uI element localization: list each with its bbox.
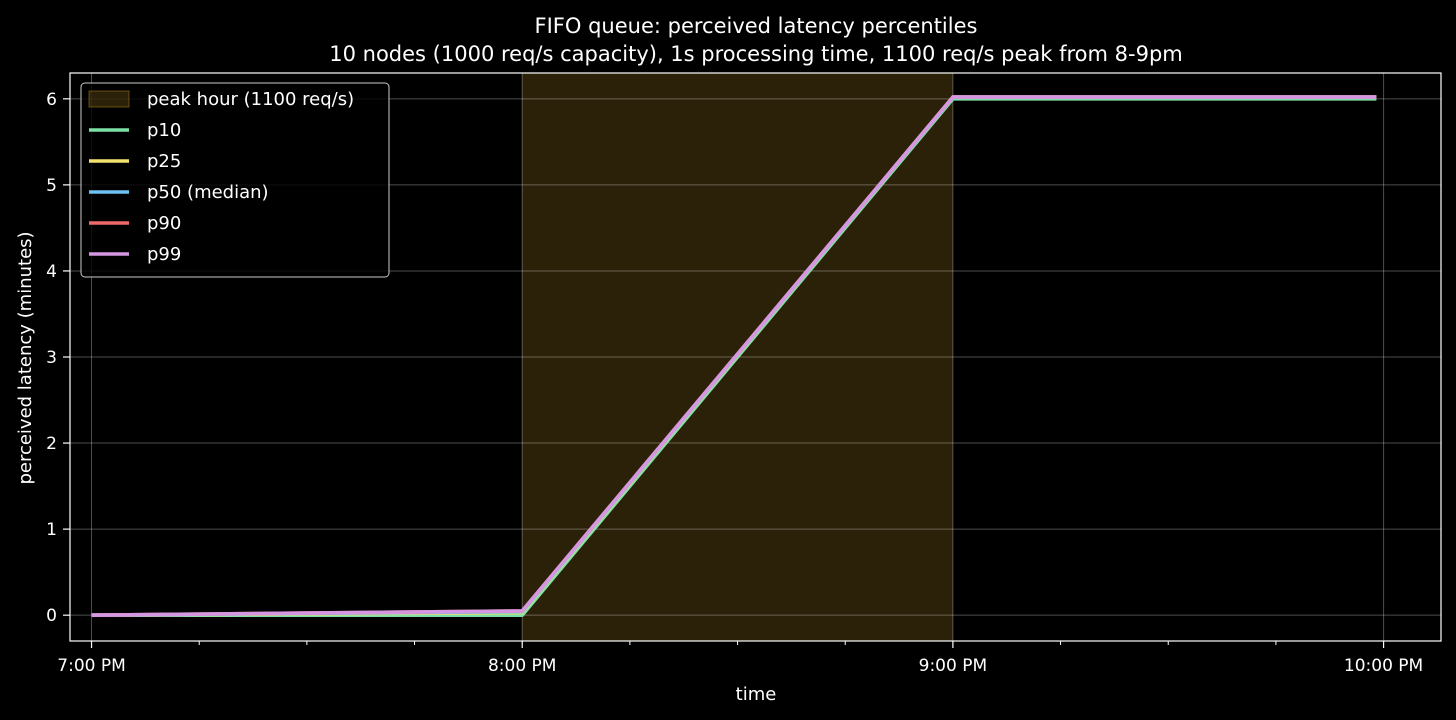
axis-ticks: 7:00 PM 8:00 PM 9:00 PM 10:00 PM 0 1 2 3 4 5 6 <box>46 90 1423 676</box>
legend-label: p99 <box>147 244 181 265</box>
y-tick-label: 6 <box>46 90 57 110</box>
y-tick-label: 0 <box>46 606 57 626</box>
legend-label: peak hour (1100 req/s) <box>147 89 354 110</box>
y-axis-label: perceived latency (minutes) <box>15 231 36 484</box>
legend-label: p10 <box>147 120 181 141</box>
series-layer <box>91 95 1377 618</box>
legend-swatch-peak-hour <box>88 90 130 108</box>
legend-label: p50 (median) <box>147 182 269 203</box>
chart-title: FIFO queue: perceived latency percentile… <box>535 14 978 38</box>
x-tick-label: 7:00 PM <box>57 656 126 676</box>
x-tick-label: 9:00 PM <box>919 656 988 676</box>
legend-label: p25 <box>147 151 181 172</box>
series-line-p99 <box>91 95 1377 617</box>
chart-subtitle: 10 nodes (1000 req/s capacity), 1s proce… <box>329 42 1182 66</box>
legend-box <box>80 82 390 278</box>
x-tick-label: 8:00 PM <box>488 656 557 676</box>
x-tick-label: 10:00 PM <box>1344 656 1423 676</box>
y-tick-label: 3 <box>46 348 57 368</box>
y-tick-label: 2 <box>46 434 57 454</box>
legend: peak hour (1100 req/s) p10 p25 p50 (median)… <box>80 82 390 278</box>
y-tick-label: 5 <box>46 176 57 196</box>
legend-label: p90 <box>147 213 181 234</box>
y-tick-label: 1 <box>46 520 57 540</box>
x-axis-label: time <box>736 684 777 705</box>
y-tick-label: 4 <box>46 262 57 282</box>
